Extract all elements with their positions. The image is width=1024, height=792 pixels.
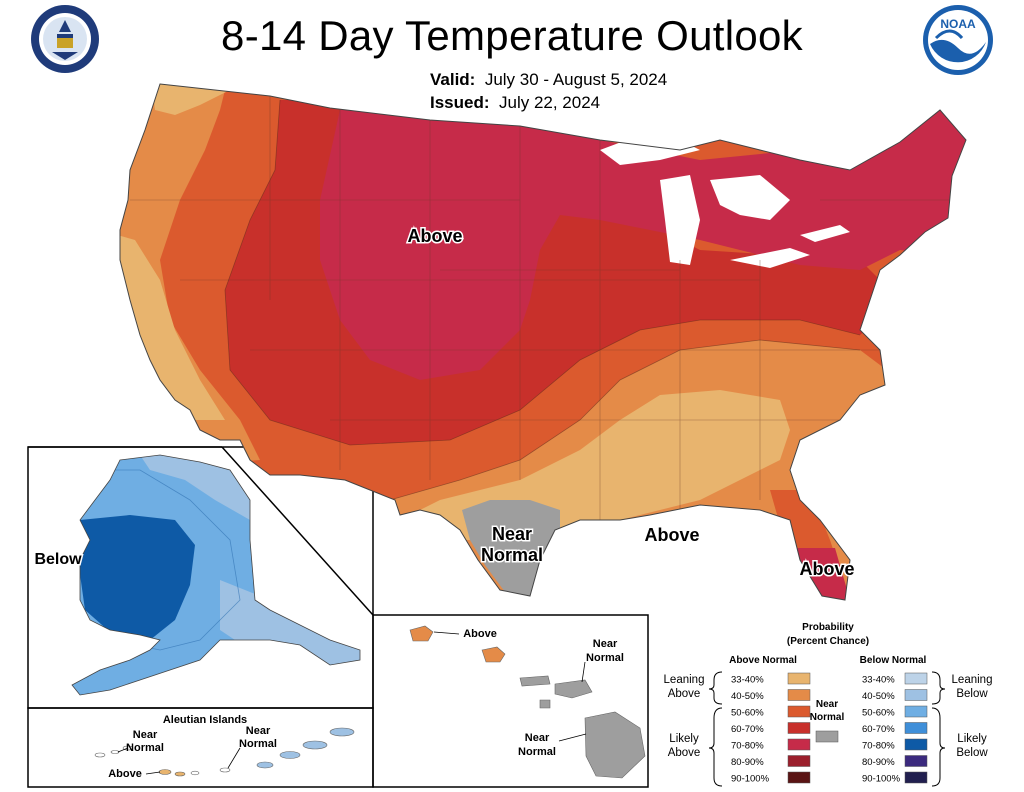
aleutian-near-1b: Normal — [126, 742, 164, 754]
above-label-4: 70-80% — [731, 741, 764, 752]
legend-leaning-above-b: Above — [668, 688, 701, 700]
above-swatch-6 — [787, 771, 811, 784]
conus-above-label: Above — [407, 226, 462, 246]
page-title: 8-14 Day Temperature Outlook — [221, 12, 803, 59]
hawaii-near-2a: Near — [525, 732, 550, 744]
southeast-above-label: Above — [644, 525, 699, 545]
below-swatch-6 — [904, 771, 928, 784]
legend-likely-below-a: Likely — [957, 733, 987, 745]
conus-outline — [119, 83, 967, 601]
legend-near-swatch — [815, 730, 839, 743]
texas-near-label-1: Near — [492, 524, 532, 544]
below-label-2: 50-60% — [862, 708, 895, 719]
above-label-3: 60-70% — [731, 724, 764, 735]
legend-likely-above-a: Likely — [669, 733, 699, 745]
aleutian-islands — [94, 727, 355, 777]
below-swatch-3 — [904, 722, 928, 734]
legend-likely-above-b: Above — [668, 747, 701, 759]
alaska-map — [72, 455, 360, 695]
aleutian-title: Aleutian Islands — [163, 714, 247, 726]
legend-near-a: Near — [816, 699, 838, 710]
legend-leaning-below-b: Below — [956, 688, 988, 700]
above-swatch-0 — [787, 672, 811, 685]
issued-date: Issued: July 22, 2024 — [430, 93, 601, 112]
above-label-2: 50-60% — [731, 708, 764, 719]
hawaii-panel — [372, 614, 649, 788]
valid-dates: Valid: July 30 - August 5, 2024 — [430, 70, 668, 89]
below-label-5: 80-90% — [862, 757, 895, 768]
below-swatches: 33-40% 40-50% 50-60% 60-70% 70-80% 80-90% 90-1… — [862, 672, 928, 785]
above-swatch-4 — [787, 738, 811, 751]
legend: Probability (Percent Chance) Above Norma… — [664, 622, 993, 787]
above-swatches: 33-40% 40-50% 50-60% 60-70% 70-80% 80-90% 90-1… — [731, 672, 811, 785]
aleutian-near-1a: Near — [133, 729, 158, 741]
below-label-0: 33-40% — [862, 675, 895, 686]
legend-above-head: Above Normal — [729, 655, 797, 666]
aleutian-near-2a: Near — [246, 725, 271, 737]
above-swatch-3 — [787, 722, 811, 734]
legend-near-b: Normal — [810, 712, 845, 723]
below-swatch-0 — [904, 672, 928, 685]
above-swatch-5 — [787, 755, 811, 767]
alaska-below-label: Below — [34, 551, 82, 568]
below-label-1: 40-50% — [862, 691, 895, 702]
hawaii-near-1b: Normal — [586, 652, 624, 664]
florida-above-label: Above — [799, 559, 854, 579]
below-swatch-1 — [904, 689, 928, 701]
texas-near-label-2: Normal — [481, 545, 543, 565]
below-label-4: 70-80% — [862, 741, 895, 752]
below-label-3: 60-70% — [862, 724, 895, 735]
hawaii-near-1a: Near — [593, 638, 618, 650]
hawaii-above: Above — [463, 628, 497, 640]
below-label-6: 90-100% — [862, 774, 901, 785]
hawaii-near-2b: Normal — [518, 746, 556, 758]
aleutian-near-2b: Normal — [239, 738, 277, 750]
legend-leaning-above-a: Leaning — [664, 674, 705, 686]
below-swatch-5 — [904, 755, 928, 767]
legend-leaning-below-a: Leaning — [952, 674, 993, 686]
legend-title-1: Probability — [802, 622, 854, 633]
above-label-6: 90-100% — [731, 774, 770, 785]
aleutian-above: Above — [108, 768, 142, 780]
above-swatch-2 — [787, 705, 811, 718]
above-swatch-1 — [787, 689, 811, 701]
below-swatch-2 — [904, 705, 928, 718]
doc-seal-icon — [31, 5, 99, 73]
above-label-1: 40-50% — [731, 691, 764, 702]
noaa-logo-icon: NOAA — [923, 5, 993, 75]
svg-text:NOAA: NOAA — [940, 17, 976, 31]
above-label-0: 33-40% — [731, 675, 764, 686]
legend-title-2: (Percent Chance) — [787, 636, 869, 647]
hawaii-islands — [409, 625, 646, 779]
legend-below-head: Below Normal — [860, 655, 927, 666]
above-label-5: 80-90% — [731, 757, 764, 768]
legend-likely-below-b: Below — [956, 747, 988, 759]
below-swatch-4 — [904, 738, 928, 751]
